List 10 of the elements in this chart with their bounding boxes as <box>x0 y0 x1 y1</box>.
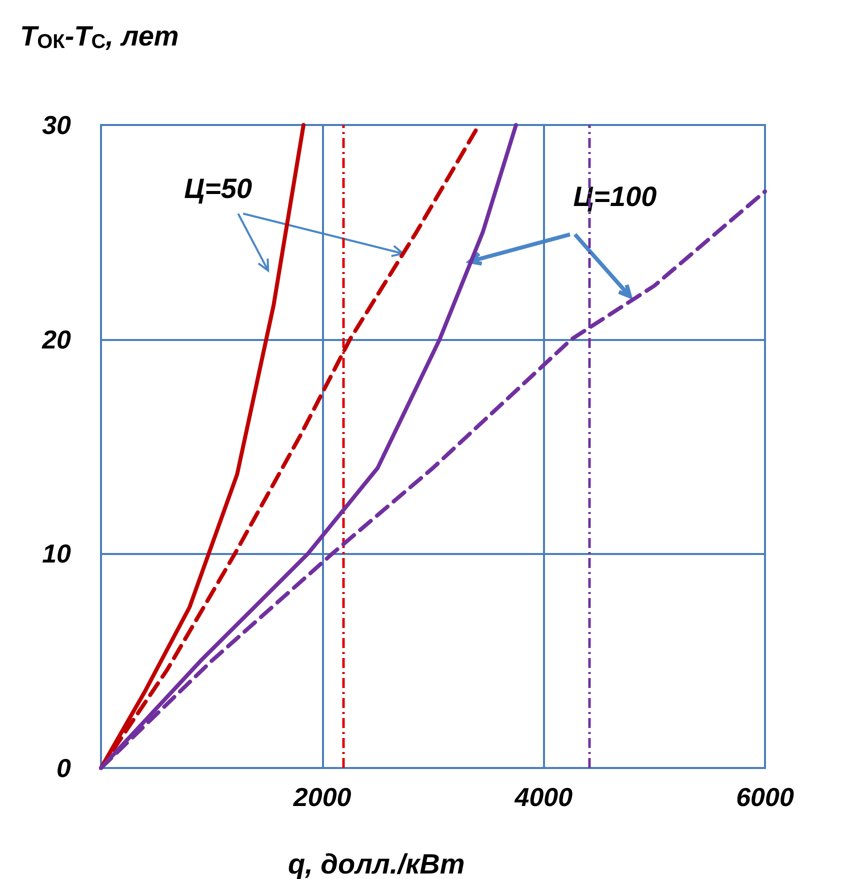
y-tick-label: 20 <box>41 324 72 354</box>
x-tick-label: 2000 <box>292 782 352 812</box>
y-tick-label: 10 <box>42 538 72 569</box>
annotation: Ц=50 <box>184 173 252 204</box>
y-tick-label: 30 <box>42 110 72 140</box>
annotation: Ц=100 <box>573 180 658 212</box>
x-tick-label: 6000 <box>736 782 794 812</box>
x-axis-title: q, долл./кВт <box>288 848 465 879</box>
y-tick-label: 0 <box>56 753 72 783</box>
x-tick-label: 4000 <box>514 782 574 812</box>
